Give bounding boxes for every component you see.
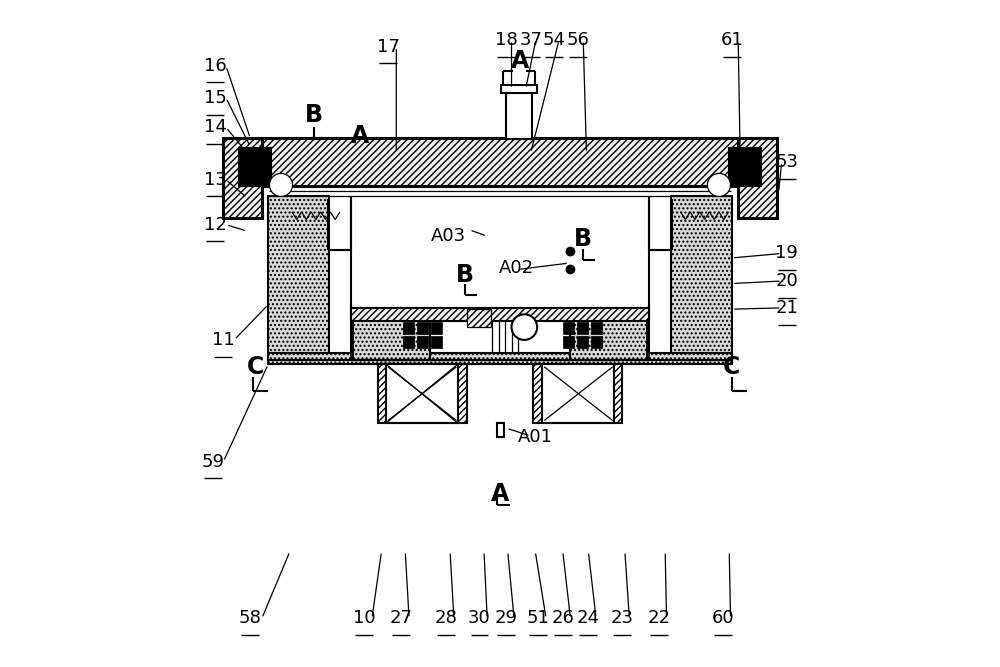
Bar xyxy=(591,336,602,348)
Text: 28: 28 xyxy=(434,610,457,628)
Text: 20: 20 xyxy=(775,272,798,290)
Bar xyxy=(417,322,428,334)
Bar xyxy=(577,336,588,348)
Text: 15: 15 xyxy=(204,89,226,107)
Circle shape xyxy=(707,173,731,197)
Text: 22: 22 xyxy=(647,610,670,628)
Bar xyxy=(506,89,532,139)
Bar xyxy=(591,322,602,334)
Bar xyxy=(268,353,732,364)
Bar xyxy=(417,336,428,348)
Bar xyxy=(223,138,262,218)
Text: 18: 18 xyxy=(495,31,518,49)
Text: 60: 60 xyxy=(712,610,734,628)
Bar xyxy=(431,336,442,348)
Bar xyxy=(497,423,504,438)
Bar xyxy=(738,138,777,218)
Text: 61: 61 xyxy=(720,31,743,49)
Text: 54: 54 xyxy=(542,31,565,49)
Text: 24: 24 xyxy=(577,610,600,628)
Text: 17: 17 xyxy=(377,37,399,55)
Circle shape xyxy=(567,247,574,255)
Text: 29: 29 xyxy=(495,610,518,628)
Text: 56: 56 xyxy=(567,31,590,49)
Bar xyxy=(351,308,649,321)
Bar xyxy=(378,364,467,423)
Text: A: A xyxy=(511,49,530,73)
Text: A01: A01 xyxy=(518,428,553,446)
Text: 37: 37 xyxy=(519,31,542,49)
Text: 30: 30 xyxy=(468,610,491,628)
Bar xyxy=(729,148,761,186)
Bar xyxy=(501,85,537,93)
Text: 21: 21 xyxy=(775,299,798,317)
Text: C: C xyxy=(247,355,264,379)
Text: 23: 23 xyxy=(610,610,633,628)
Text: A: A xyxy=(351,124,370,148)
Circle shape xyxy=(512,314,537,340)
Text: 16: 16 xyxy=(204,57,226,75)
Bar xyxy=(403,336,414,348)
Bar xyxy=(386,364,458,423)
Text: 14: 14 xyxy=(204,118,226,136)
Text: B: B xyxy=(305,103,323,127)
Text: 19: 19 xyxy=(775,245,798,262)
Text: A02: A02 xyxy=(498,259,534,277)
Bar xyxy=(671,196,732,361)
Bar xyxy=(268,196,329,361)
Text: 11: 11 xyxy=(212,331,235,349)
Bar xyxy=(533,364,622,423)
Text: C: C xyxy=(723,355,740,379)
Text: 26: 26 xyxy=(551,610,574,628)
Text: 58: 58 xyxy=(239,610,262,628)
Bar xyxy=(542,364,614,423)
Text: 53: 53 xyxy=(775,153,798,171)
Bar xyxy=(353,308,430,360)
Bar xyxy=(577,322,588,334)
Text: 10: 10 xyxy=(353,610,376,628)
Text: B: B xyxy=(574,227,592,251)
Bar xyxy=(431,322,442,334)
Text: A: A xyxy=(491,482,509,506)
Circle shape xyxy=(567,265,574,273)
Text: 59: 59 xyxy=(202,453,225,470)
Bar xyxy=(563,322,574,334)
Bar xyxy=(403,322,414,334)
Bar xyxy=(563,336,574,348)
Text: B: B xyxy=(456,263,474,287)
Circle shape xyxy=(269,173,293,197)
Bar xyxy=(237,138,763,186)
Text: A03: A03 xyxy=(431,227,466,245)
Text: 13: 13 xyxy=(204,171,226,189)
Text: 12: 12 xyxy=(204,215,226,233)
Bar xyxy=(239,148,271,186)
Bar xyxy=(570,308,647,360)
Bar xyxy=(467,309,491,327)
Text: 27: 27 xyxy=(389,610,412,628)
Text: 51: 51 xyxy=(527,610,550,628)
